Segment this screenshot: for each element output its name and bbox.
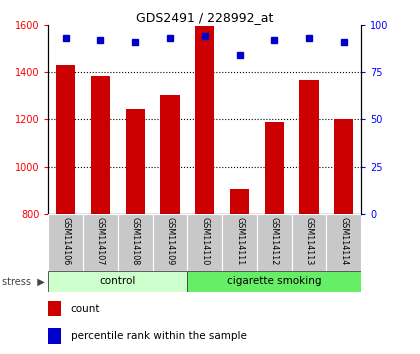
Bar xyxy=(118,214,152,271)
Bar xyxy=(56,65,75,214)
Bar xyxy=(222,214,257,271)
Bar xyxy=(160,95,179,214)
Text: count: count xyxy=(71,303,100,314)
Text: percentile rank within the sample: percentile rank within the sample xyxy=(71,331,247,341)
Text: GSM114107: GSM114107 xyxy=(96,217,105,266)
Text: control: control xyxy=(100,276,136,286)
Text: cigarette smoking: cigarette smoking xyxy=(227,276,322,286)
Bar xyxy=(265,122,284,214)
Bar xyxy=(48,271,187,292)
Bar xyxy=(291,214,326,271)
Bar xyxy=(187,271,361,292)
Bar xyxy=(83,214,118,271)
Bar xyxy=(187,214,222,271)
Bar xyxy=(326,214,361,271)
Text: GSM114108: GSM114108 xyxy=(131,217,140,266)
Text: GSM114113: GSM114113 xyxy=(304,217,314,266)
Bar xyxy=(48,301,61,316)
Text: GSM114114: GSM114114 xyxy=(339,217,348,266)
Bar xyxy=(126,109,145,214)
Bar xyxy=(230,189,249,214)
Bar xyxy=(195,26,214,214)
Text: GSM114112: GSM114112 xyxy=(270,217,279,266)
Bar xyxy=(48,328,61,344)
Text: GSM114106: GSM114106 xyxy=(61,217,70,266)
Bar xyxy=(91,76,110,214)
Text: GSM114111: GSM114111 xyxy=(235,217,244,266)
Title: GDS2491 / 228992_at: GDS2491 / 228992_at xyxy=(136,11,273,24)
Bar xyxy=(48,214,83,271)
Bar xyxy=(299,80,319,214)
Text: GSM114110: GSM114110 xyxy=(200,217,209,266)
Bar xyxy=(334,119,353,214)
Bar xyxy=(257,214,291,271)
Text: GSM114109: GSM114109 xyxy=(165,217,174,266)
Text: stress  ▶: stress ▶ xyxy=(2,276,45,286)
Bar xyxy=(152,214,187,271)
